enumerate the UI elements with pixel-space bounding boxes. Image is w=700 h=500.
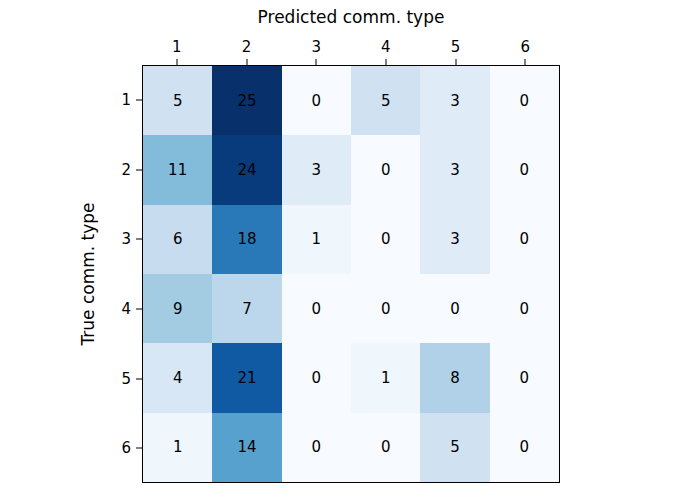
y-tick-label: 2 <box>121 161 131 179</box>
heatmap-cell: 0 <box>282 274 351 343</box>
heatmap-cell: 11 <box>143 135 212 204</box>
x-tick-label: 2 <box>242 38 252 56</box>
y-axis-title: True comm. type <box>78 202 98 345</box>
heatmap-cell: 3 <box>420 66 489 135</box>
y-tick-label: 5 <box>121 370 131 388</box>
heatmap-cell: 0 <box>351 205 420 274</box>
y-tick-label: 4 <box>121 300 131 318</box>
heatmap-cell: 1 <box>143 413 212 482</box>
heatmap-cell: 3 <box>420 135 489 204</box>
heatmap-cell: 1 <box>351 343 420 412</box>
x-axis-title: Predicted comm. type <box>142 6 560 28</box>
heatmap-cell: 0 <box>490 205 559 274</box>
heatmap-cell: 0 <box>490 413 559 482</box>
heatmap-cell: 6 <box>143 205 212 274</box>
heatmap-cell: 0 <box>351 413 420 482</box>
x-tick-label: 1 <box>172 38 182 56</box>
heatmap-cell: 4 <box>143 343 212 412</box>
heatmap-cell: 0 <box>420 274 489 343</box>
heatmap-cell: 3 <box>282 135 351 204</box>
heatmap-cell: 0 <box>351 135 420 204</box>
x-tick-label: 5 <box>451 38 461 56</box>
y-tick-label: 3 <box>121 230 131 248</box>
heatmap-grid: 5250530112430306181030970000421018011400… <box>143 66 559 482</box>
heatmap-cell: 18 <box>212 205 281 274</box>
heatmap-cell: 5 <box>143 66 212 135</box>
heatmap-plot: 5250530112430306181030970000421018011400… <box>142 65 560 483</box>
heatmap-cell: 0 <box>351 274 420 343</box>
heatmap-cell: 0 <box>490 274 559 343</box>
heatmap-cell: 21 <box>212 343 281 412</box>
heatmap-cell: 24 <box>212 135 281 204</box>
confusion-matrix-figure: Predicted comm. type True comm. type 1 2 3… <box>0 0 700 500</box>
x-tick-label: 3 <box>311 38 321 56</box>
heatmap-cell: 1 <box>282 205 351 274</box>
heatmap-cell: 5 <box>351 66 420 135</box>
heatmap-cell: 25 <box>212 66 281 135</box>
y-tick-label: 1 <box>121 91 131 109</box>
heatmap-cell: 0 <box>490 66 559 135</box>
heatmap-cell: 7 <box>212 274 281 343</box>
heatmap-cell: 0 <box>490 135 559 204</box>
heatmap-cell: 0 <box>282 66 351 135</box>
heatmap-cell: 0 <box>490 343 559 412</box>
heatmap-cell: 8 <box>420 343 489 412</box>
heatmap-cell: 0 <box>282 343 351 412</box>
x-tick-label: 6 <box>520 38 530 56</box>
heatmap-cell: 14 <box>212 413 281 482</box>
y-tick-label: 6 <box>121 439 131 457</box>
heatmap-cell: 3 <box>420 205 489 274</box>
heatmap-cell: 5 <box>420 413 489 482</box>
heatmap-cell: 9 <box>143 274 212 343</box>
x-tick-label: 4 <box>381 38 391 56</box>
heatmap-cell: 0 <box>282 413 351 482</box>
